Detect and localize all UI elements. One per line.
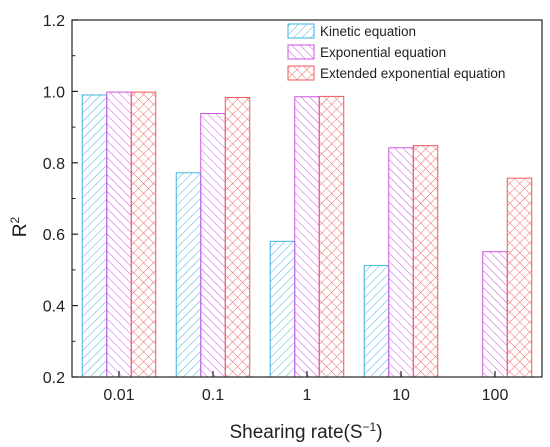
y-tick-label: 0.2 (43, 370, 65, 387)
y-tick-label: 1.0 (43, 84, 65, 101)
legend-label: Exponential equation (320, 45, 446, 60)
y-tick-label: 0.6 (43, 227, 65, 244)
bar-extended-exponential-equation-0.01 (130, 91, 157, 378)
bar-exponential-equation-100 (482, 251, 508, 378)
bar-exponential-equation-10 (388, 147, 414, 378)
y-tick-label: 1.2 (43, 13, 65, 30)
legend-swatch (287, 23, 315, 39)
legend-swatch (287, 65, 315, 81)
legend-swatch (287, 44, 315, 60)
bar-extended-exponential-equation-1 (318, 95, 345, 378)
legend: Kinetic equation Exponential equation Exte… (287, 23, 505, 81)
x-tick-label: 100 (482, 387, 509, 404)
y-axis-title: R2 (8, 216, 31, 237)
x-tick-label: 1 (303, 387, 312, 404)
bar-extended-exponential-equation-10 (412, 145, 439, 378)
bar-exponential-equation-1 (294, 96, 320, 378)
x-axis-title: Shearing rate(S−1) (229, 420, 382, 443)
bar-kinetic-equation-1 (269, 240, 296, 378)
bar-kinetic-equation-0.1 (175, 172, 202, 378)
y-tick-label: 0.4 (43, 299, 65, 316)
bar-kinetic-equation-0.01 (81, 94, 108, 378)
legend-label: Extended exponential equation (320, 66, 505, 81)
bar-extended-exponential-equation-100 (506, 177, 533, 378)
bar-exponential-equation-0.1 (200, 113, 226, 378)
bars-layer (81, 91, 533, 378)
bar-exponential-equation-0.01 (106, 91, 132, 378)
legend-label: Kinetic equation (320, 24, 416, 39)
x-tick-label: 0.01 (103, 387, 134, 404)
y-tick-label: 0.8 (43, 156, 65, 173)
ticks-layer: 0.2 0.4 0.6 0.8 1.0 1.2 0.01 0.1 1 10 100 (43, 13, 509, 404)
x-tick-label: 0.1 (202, 387, 224, 404)
bar-kinetic-equation-10 (363, 265, 390, 378)
bar-extended-exponential-equation-0.1 (224, 96, 251, 378)
x-tick-label: 10 (392, 387, 410, 404)
